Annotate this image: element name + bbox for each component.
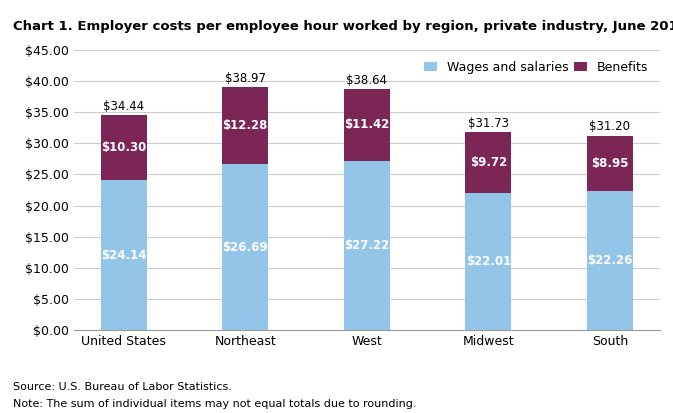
Bar: [344, 89, 390, 161]
Text: $9.72: $9.72: [470, 156, 507, 169]
Text: $11.42: $11.42: [344, 119, 390, 131]
Text: $8.95: $8.95: [591, 157, 629, 170]
Bar: [587, 135, 633, 192]
Bar: [465, 133, 511, 193]
Text: $27.22: $27.22: [344, 239, 390, 252]
Text: $26.69: $26.69: [223, 241, 268, 254]
Text: $24.14: $24.14: [101, 249, 147, 261]
Text: $10.30: $10.30: [101, 141, 146, 154]
Text: $34.44: $34.44: [103, 100, 144, 113]
Bar: [101, 180, 147, 330]
Text: $12.28: $12.28: [223, 119, 268, 132]
Text: Source: U.S. Bureau of Labor Statistics.: Source: U.S. Bureau of Labor Statistics.: [13, 382, 232, 392]
Text: $22.01: $22.01: [466, 255, 511, 268]
Text: $22.26: $22.26: [587, 254, 633, 268]
Text: $31.73: $31.73: [468, 117, 509, 130]
Bar: [222, 164, 269, 330]
Text: $38.64: $38.64: [347, 74, 387, 87]
Bar: [587, 192, 633, 330]
Legend: Wages and salaries, Benefits: Wages and salaries, Benefits: [419, 56, 653, 79]
Text: $38.97: $38.97: [225, 72, 266, 85]
Text: Note: The sum of individual items may not equal totals due to rounding.: Note: The sum of individual items may no…: [13, 399, 417, 409]
Text: $31.20: $31.20: [590, 120, 631, 133]
Bar: [465, 193, 511, 330]
Bar: [101, 116, 147, 180]
Bar: [222, 87, 269, 164]
Text: Chart 1. Employer costs per employee hour worked by region, private industry, Ju: Chart 1. Employer costs per employee hou…: [13, 20, 673, 33]
Bar: [344, 161, 390, 330]
